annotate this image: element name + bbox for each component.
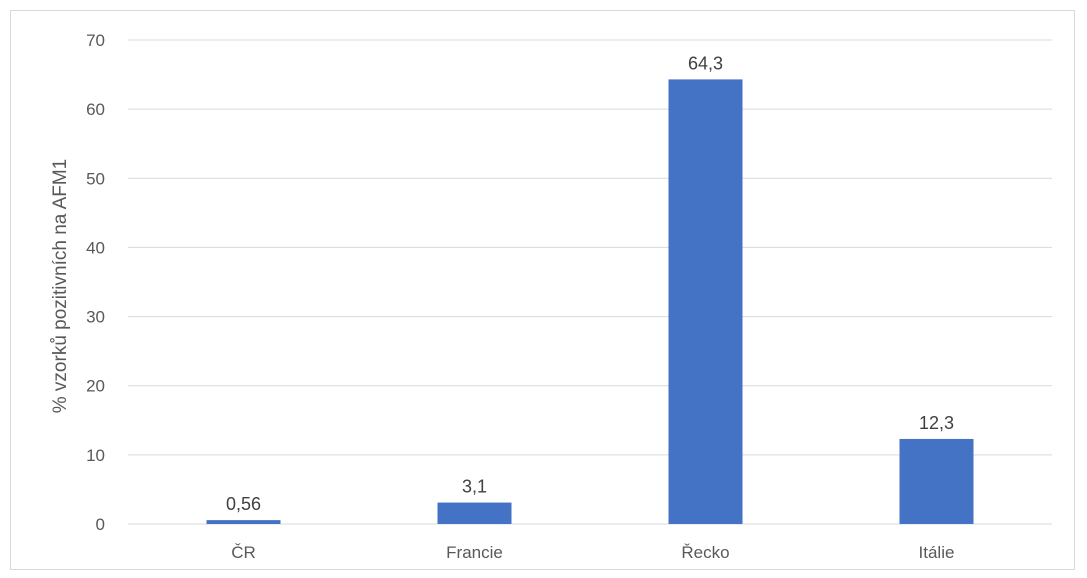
data-label: 0,56 (226, 494, 261, 514)
data-label: 64,3 (688, 53, 723, 73)
x-tick-label: Řecko (681, 543, 729, 562)
y-tick-label: 70 (86, 31, 105, 50)
data-label: 3,1 (462, 477, 487, 497)
y-tick-label: 60 (86, 100, 105, 119)
bar (899, 438, 974, 524)
gridlines (128, 39, 1052, 456)
bar (437, 502, 512, 524)
x-axis-ticks: ČR Francie Řecko Itálie (231, 543, 954, 562)
y-tick-label: 0 (96, 515, 105, 534)
bar (668, 79, 743, 524)
y-tick-label: 10 (86, 446, 105, 465)
y-tick-label: 40 (86, 238, 105, 257)
data-labels: 0,56 3,1 64,3 12,3 (226, 53, 954, 514)
y-tick-label: 30 (86, 308, 105, 327)
chart-frame (10, 10, 1075, 570)
x-tick-label: ČR (231, 543, 256, 562)
x-tick-label: Francie (446, 543, 503, 562)
data-label: 12,3 (919, 413, 954, 433)
y-tick-label: 20 (86, 377, 105, 396)
y-tick-label: 50 (86, 169, 105, 188)
x-tick-label: Itálie (919, 543, 955, 562)
y-axis-label: % vzorků pozitivních na AFM1 (50, 159, 71, 414)
y-axis-ticks: 0 10 20 30 40 50 60 70 (86, 31, 105, 534)
bar (206, 520, 281, 524)
bars (206, 79, 974, 524)
